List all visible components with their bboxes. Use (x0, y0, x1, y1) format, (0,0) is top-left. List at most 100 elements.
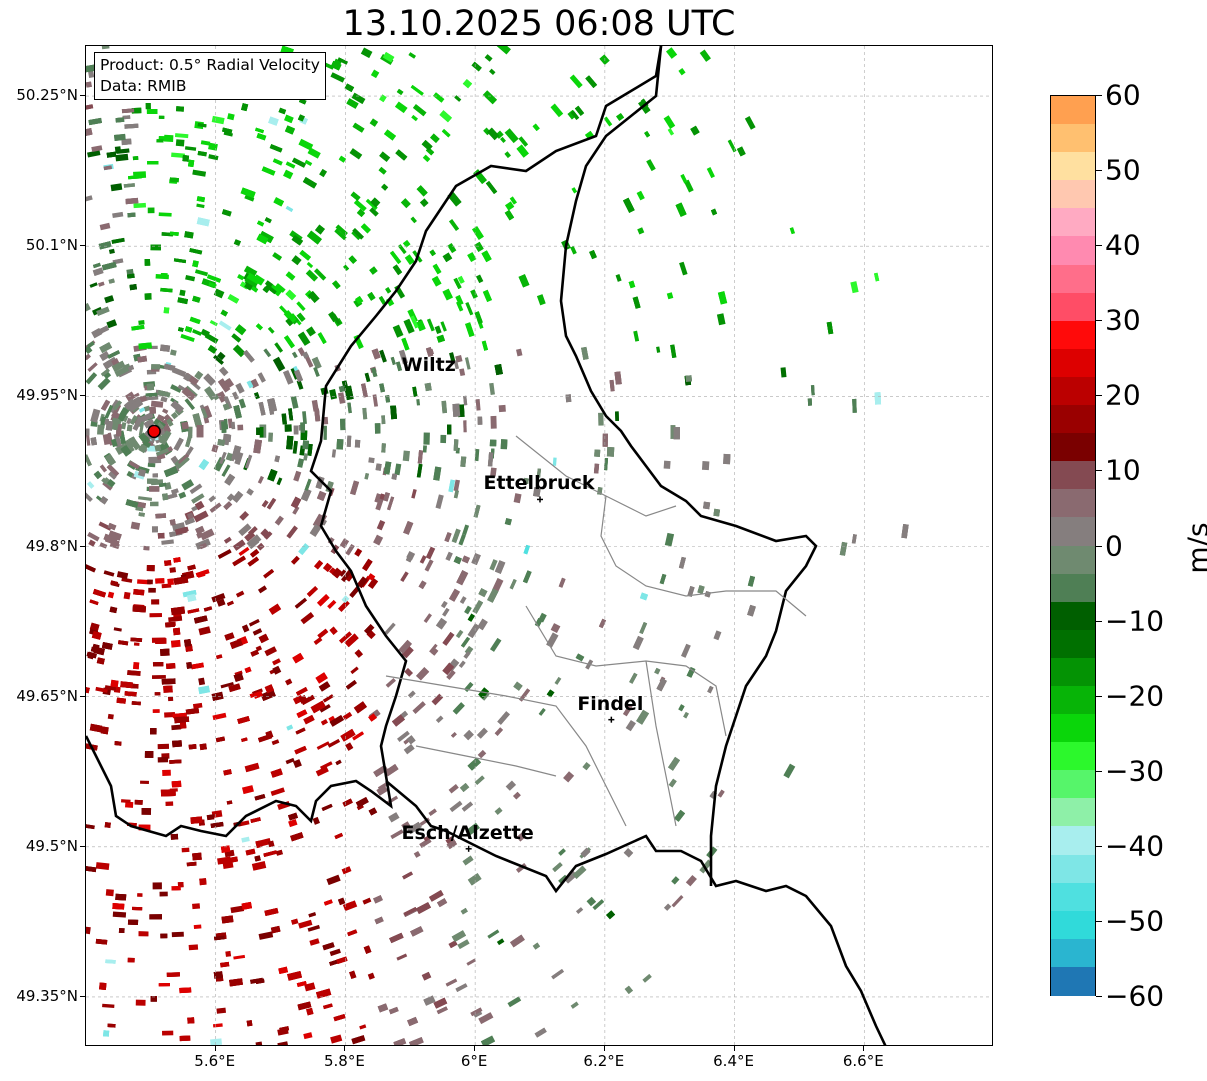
colorbar-segment (1051, 629, 1095, 659)
lon-tick-label: 6.4°E (713, 1052, 754, 1070)
colorbar-segment (1051, 714, 1095, 744)
canton-borders (385, 435, 807, 827)
colorbar-tick-label: 20 (1105, 378, 1141, 412)
lon-tick (344, 1046, 346, 1051)
colorbar-segment (1051, 320, 1095, 350)
gridlines (86, 46, 992, 1045)
colorbar-tick-label: 50 (1105, 153, 1141, 187)
colorbar-tick (1096, 170, 1102, 172)
colorbar-tick (1096, 545, 1102, 547)
colorbar-tick-label: −20 (1105, 679, 1165, 713)
colorbar-tick (1096, 320, 1102, 322)
colorbar-segment (1051, 770, 1095, 800)
colorbar-segment (1051, 489, 1095, 519)
radar-map-svg (86, 46, 992, 1045)
colorbar-segment (1051, 798, 1095, 828)
colorbar-tick-label: −10 (1105, 604, 1165, 638)
lon-tick (603, 1046, 605, 1051)
colorbar-tick-label: 0 (1105, 529, 1123, 562)
colorbar-tick (1096, 845, 1102, 847)
radar-map[interactable] (85, 45, 993, 1046)
chart-title: 13.10.2025 06:08 UTC (342, 4, 736, 44)
lon-tick-label: 5.8°E (324, 1052, 365, 1070)
lat-tick (80, 245, 85, 247)
colorbar-tick-label: −40 (1105, 829, 1165, 863)
colorbar-tick-label: −50 (1105, 904, 1165, 938)
city-marker (465, 845, 472, 852)
colorbar-segment (1051, 433, 1095, 463)
colorbar-segment (1051, 124, 1095, 154)
lat-tick (80, 695, 85, 697)
lat-tick (80, 95, 85, 97)
colorbar-segment (1051, 742, 1095, 772)
colorbar-segment (1051, 938, 1095, 968)
info-box: Product: 0.5° Radial Velocity Data: RMIB (94, 52, 326, 100)
country-border-west (86, 46, 663, 838)
radar-site-marker (147, 424, 161, 439)
colorbar-segment (1051, 376, 1095, 407)
lat-tick-label: 50.1°N (25, 236, 78, 255)
colorbar-tick-label: −60 (1105, 979, 1165, 1013)
info-source: Data: RMIB (100, 77, 187, 95)
colorbar-tick (1096, 620, 1102, 622)
colorbar-label: m/s (1181, 522, 1207, 574)
lat-tick-label: 49.5°N (25, 836, 78, 855)
colorbar-segment (1051, 292, 1095, 322)
city-marker (537, 496, 543, 503)
city-marker (608, 716, 615, 723)
colorbar-segment (1051, 208, 1095, 238)
lat-tick (80, 845, 85, 847)
colorbar-segment (1051, 236, 1095, 266)
colorbar-segment (1051, 882, 1095, 912)
lat-tick (80, 395, 85, 397)
lat-tick-label: 49.95°N (16, 386, 78, 405)
colorbar-segment (1051, 657, 1095, 687)
colorbar-tick (1096, 395, 1102, 397)
colorbar-tick (1096, 470, 1102, 472)
lon-tick-label: 6.2°E (583, 1052, 625, 1070)
info-product: Product: 0.5° Radial Velocity (100, 56, 320, 74)
city-label: Esch/Alzette (401, 821, 534, 844)
colorbar-segment (1051, 601, 1095, 631)
colorbar-segment (1051, 152, 1095, 182)
colorbar-tick (1096, 996, 1102, 997)
colorbar-segment (1051, 96, 1095, 126)
colorbar-tick-label: 60 (1105, 78, 1141, 112)
colorbar (1050, 95, 1096, 996)
lon-tick (863, 1046, 865, 1051)
lon-tick-label: 6°E (460, 1052, 488, 1070)
lat-tick (80, 995, 85, 997)
colorbar-segment (1051, 180, 1095, 210)
colorbar-tick (1096, 245, 1102, 247)
colorbar-segment (1051, 348, 1095, 378)
colorbar-segment (1051, 854, 1095, 884)
lon-tick (214, 1046, 216, 1051)
colorbar-segment (1051, 264, 1095, 294)
colorbar-tick (1096, 95, 1102, 96)
city-label: Ettelbruck (483, 472, 595, 495)
colorbar-segment (1051, 545, 1095, 575)
lon-tick-label: 6.6°E (842, 1052, 884, 1070)
city-label: Findel (577, 692, 644, 715)
radar-echoes (86, 46, 909, 1045)
colorbar-segment (1051, 966, 1095, 996)
lat-tick-label: 49.65°N (16, 686, 78, 705)
lat-tick-label: 49.8°N (25, 536, 78, 555)
colorbar-segment (1051, 573, 1095, 603)
colorbar-segment (1051, 405, 1095, 435)
country-border-east (559, 46, 818, 886)
colorbar-segment (1051, 461, 1095, 491)
colorbar-tick-label: 30 (1105, 303, 1141, 337)
colorbar-tick (1096, 770, 1102, 772)
colorbar-tick (1096, 920, 1102, 922)
colorbar-segment (1051, 910, 1095, 940)
colorbar-segment (1051, 517, 1095, 547)
lon-tick (474, 1046, 476, 1051)
colorbar-tick-label: 10 (1105, 453, 1141, 487)
colorbar-tick (1096, 695, 1102, 697)
lat-tick (80, 545, 85, 547)
colorbar-tick-label: 40 (1105, 228, 1141, 262)
country-border-south (385, 780, 887, 1045)
colorbar-segment (1051, 685, 1095, 716)
lon-tick (733, 1046, 735, 1051)
